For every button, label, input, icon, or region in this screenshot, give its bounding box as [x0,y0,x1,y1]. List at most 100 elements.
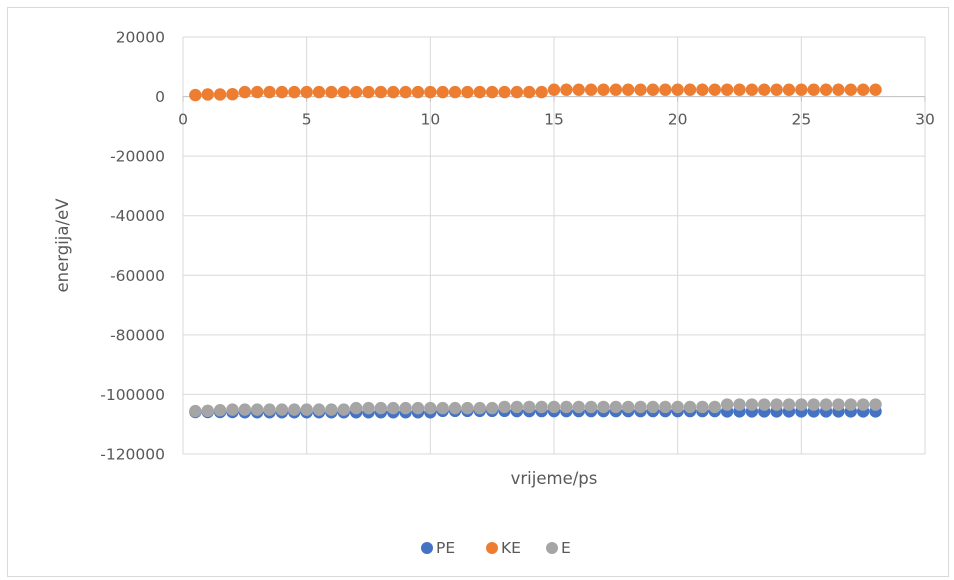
data-point-ke [869,83,882,96]
series-ke [189,83,882,102]
data-point-ke [795,83,808,96]
data-point-ke [733,83,746,96]
legend-marker-ke [486,542,498,554]
data-point-e [856,398,870,411]
data-point-e [807,398,820,411]
data-point-ke [708,83,721,96]
gridlines [182,36,926,455]
data-point-e [572,400,585,414]
data-point-ke [634,83,647,96]
plot-series [189,83,882,419]
data-point-ke [572,83,585,96]
data-point-e [238,403,252,416]
data-point-e [597,400,610,414]
data-point-e [411,401,425,415]
y-tick-label: -100000 [100,386,165,404]
series-e [189,398,882,418]
data-point-ke [275,85,289,99]
data-point-ke [547,83,561,96]
data-point-e [795,398,808,411]
data-point-e [869,398,882,411]
y-axis-title: energija/eV [53,198,72,293]
data-point-ke [374,85,388,99]
data-point-e [275,403,289,416]
data-point-e [201,404,214,418]
data-point-e [226,403,239,416]
data-point-ke [807,83,820,96]
data-point-ke [659,83,672,96]
data-point-ke [251,85,264,99]
legend-marker-pe [421,542,433,554]
data-point-e [671,400,684,414]
data-point-ke [263,85,276,99]
data-point-e [387,401,400,415]
data-point-e [634,400,647,414]
data-point-e [424,401,437,415]
data-point-ke [646,83,660,96]
data-point-e [473,401,486,415]
data-point-ke [622,83,635,96]
data-point-e [498,400,511,414]
data-point-e [733,398,746,411]
data-point-ke [720,83,734,96]
data-point-e [461,401,474,415]
data-point-e [337,403,350,416]
data-point-e [560,400,573,414]
data-point-e [819,398,833,411]
data-point-e [312,403,326,416]
data-point-ke [819,83,833,96]
y-tick-label: -120000 [100,446,165,464]
data-point-ke [238,85,252,99]
data-point-ke [671,83,684,96]
data-point-e [399,401,412,415]
data-point-e [288,403,301,416]
data-point-ke [325,85,338,99]
data-point-e [374,401,388,415]
data-point-ke [745,83,759,96]
data-point-ke [758,83,771,96]
y-tick-label: -20000 [110,148,165,166]
data-point-e [213,404,227,417]
data-point-e [832,398,845,411]
data-point-ke [844,83,857,96]
data-point-ke [597,83,610,96]
x-tick-label: 0 [178,111,188,129]
y-tick-label: 0 [155,88,165,106]
data-point-e [609,400,623,414]
data-point-e [535,400,548,414]
data-point-e [659,400,672,414]
data-point-ke [349,85,363,99]
x-axis-title: vrijeme/ps [511,469,598,488]
data-point-e [758,398,771,411]
data-point-ke [485,85,499,99]
data-point-e [349,401,363,415]
data-point-e [646,400,660,414]
data-point-ke [288,85,301,99]
data-point-ke [213,88,227,101]
chart-area: 20000 0 -20000 -40000 -60000 -80000 -100000 -12… [7,7,949,577]
x-tick-label: 10 [420,111,440,129]
data-point-ke [498,85,511,99]
data-point-e [362,401,375,415]
data-point-ke [683,83,697,96]
x-tick-label: 5 [302,111,312,129]
data-point-ke [609,83,623,96]
data-point-ke [312,85,326,99]
data-point-e [708,400,721,414]
data-point-e [510,400,524,414]
x-tick-label: 20 [668,111,688,129]
chart-svg: 20000 0 -20000 -40000 -60000 -80000 -100000 -12… [53,29,935,558]
y-tick-label: -40000 [110,207,165,225]
data-point-e [770,398,783,411]
data-point-e [745,398,759,411]
data-point-ke [461,85,474,99]
data-point-e [325,403,338,416]
data-point-e [547,400,561,414]
data-point-ke [201,88,214,101]
data-point-ke [411,85,425,99]
data-point-ke [387,85,400,99]
data-point-e [263,403,276,416]
data-point-ke [436,85,449,99]
y-tick-label: 20000 [116,29,165,47]
data-point-e [300,403,313,416]
